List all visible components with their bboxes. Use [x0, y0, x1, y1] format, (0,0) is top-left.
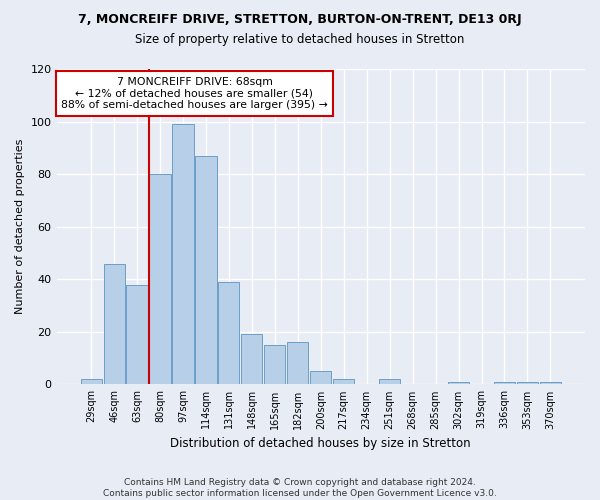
- Bar: [333, 379, 354, 384]
- Bar: [287, 342, 308, 384]
- Bar: [241, 334, 262, 384]
- Bar: [149, 174, 170, 384]
- Y-axis label: Number of detached properties: Number of detached properties: [15, 139, 25, 314]
- Text: Contains HM Land Registry data © Crown copyright and database right 2024.
Contai: Contains HM Land Registry data © Crown c…: [103, 478, 497, 498]
- Bar: [196, 156, 217, 384]
- Bar: [517, 382, 538, 384]
- Text: 7, MONCREIFF DRIVE, STRETTON, BURTON-ON-TRENT, DE13 0RJ: 7, MONCREIFF DRIVE, STRETTON, BURTON-ON-…: [78, 12, 522, 26]
- X-axis label: Distribution of detached houses by size in Stretton: Distribution of detached houses by size …: [170, 437, 471, 450]
- Bar: [172, 124, 194, 384]
- Bar: [379, 379, 400, 384]
- Text: 7 MONCREIFF DRIVE: 68sqm
← 12% of detached houses are smaller (54)
88% of semi-d: 7 MONCREIFF DRIVE: 68sqm ← 12% of detach…: [61, 77, 328, 110]
- Bar: [540, 382, 561, 384]
- Bar: [80, 379, 101, 384]
- Bar: [448, 382, 469, 384]
- Bar: [127, 284, 148, 384]
- Bar: [218, 282, 239, 384]
- Bar: [310, 372, 331, 384]
- Bar: [264, 345, 286, 385]
- Bar: [104, 264, 125, 384]
- Text: Size of property relative to detached houses in Stretton: Size of property relative to detached ho…: [136, 32, 464, 46]
- Bar: [494, 382, 515, 384]
